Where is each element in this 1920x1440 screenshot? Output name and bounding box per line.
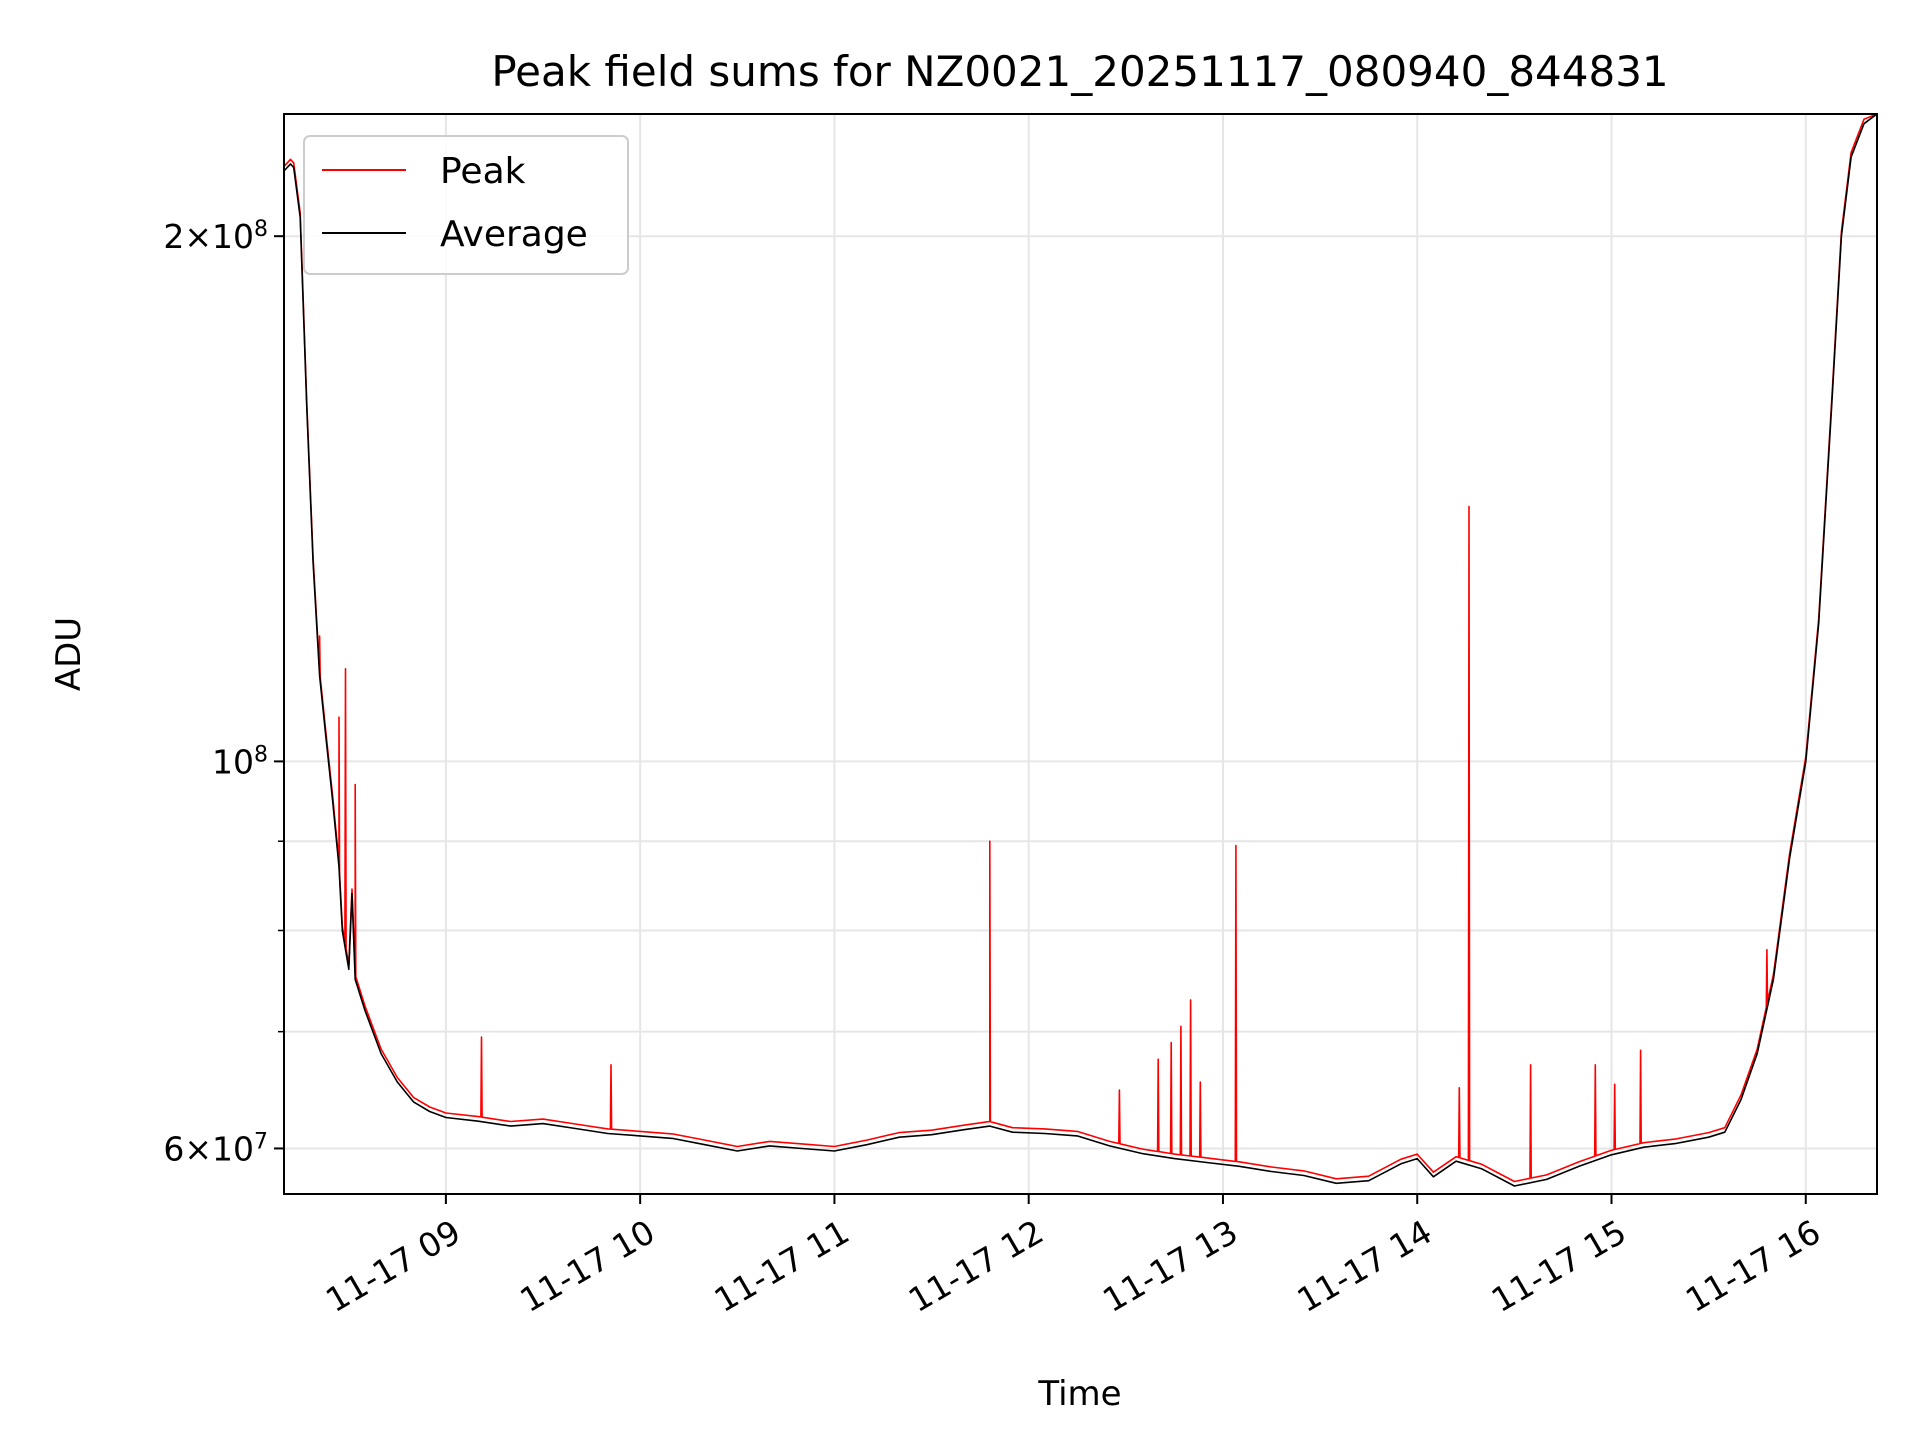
y-axis-label: ADU [49,617,89,691]
legend-label-average: Average [440,214,588,255]
y-tick-label: 6×107 [163,1129,268,1169]
plot-area-frame [283,113,1878,1195]
legend-label-peak: Peak [440,151,526,192]
legend: Peak Average [303,135,629,275]
series-lines [283,113,1878,1187]
y-tick-label: 2×108 [163,217,268,257]
y-tick-label: 108 [212,742,268,782]
chart-title: Peak field sums for NZ0021_20251117_0809… [491,47,1668,96]
series-line-average [283,113,1878,1187]
y-axis-ticks: 6×107 108 2×108 [163,217,284,1169]
x-axis-label: Time [1037,1374,1121,1414]
